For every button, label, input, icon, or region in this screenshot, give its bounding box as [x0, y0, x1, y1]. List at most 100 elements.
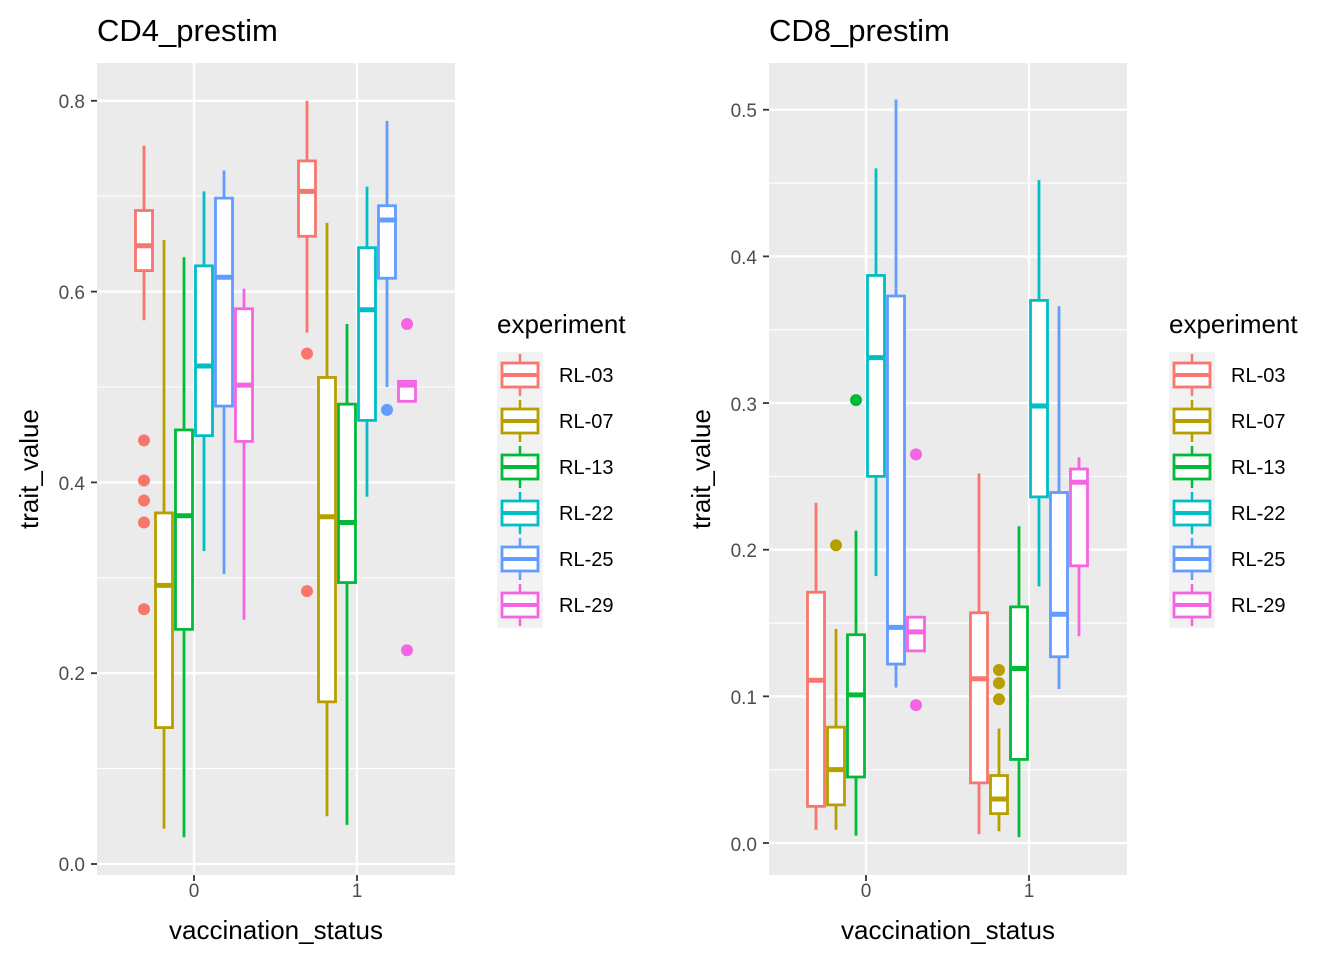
outlier-point [138, 603, 150, 616]
box-body [134, 209, 154, 273]
legend-key-rl-25: RL-25 [1169, 536, 1285, 582]
box-body [989, 774, 1009, 816]
legend-key-rl-25: RL-25 [497, 536, 613, 582]
box-rl-25 [1049, 306, 1069, 690]
box-rl-13 [1009, 526, 1029, 838]
y-tick-label: 0.1 [731, 688, 757, 709]
box-body [1009, 605, 1029, 761]
legend-label: RL-03 [559, 365, 613, 387]
legend-label: RL-25 [559, 549, 613, 571]
legend-label: RL-13 [559, 457, 613, 479]
legend-label: RL-29 [1231, 595, 1285, 617]
legend-key-rl-07: RL-07 [497, 398, 613, 444]
box-rl-03 [134, 145, 154, 616]
y-axis-title: trait_value [14, 409, 44, 529]
y-tick-label: 0.4 [59, 474, 86, 495]
panel-cd8: CD8_prestim 0.0 0.1 0.2 0.3 0.4 0.5 0 1 … [686, 13, 1298, 945]
x-axis-title: vaccination_status [841, 915, 1055, 945]
outlier-point [301, 347, 313, 360]
y-tick-label: 0.2 [731, 541, 757, 562]
box-rl-07 [826, 539, 846, 830]
box-rl-22 [194, 191, 214, 552]
plot-background [97, 63, 455, 875]
box-body [337, 402, 357, 584]
legend-label: RL-07 [559, 411, 613, 433]
outlier-point [138, 434, 150, 447]
box-body [214, 196, 234, 408]
legend-key-rl-13: RL-13 [497, 444, 613, 490]
y-tick-label: 0.6 [59, 283, 85, 304]
panel-title: CD4_prestim [97, 13, 278, 48]
box-rl-29 [1069, 457, 1089, 637]
box-body [866, 274, 886, 478]
outlier-point [993, 663, 1005, 676]
outlier-point [401, 318, 413, 331]
box-rl-29 [906, 448, 926, 712]
legend-title: experiment [1169, 309, 1298, 339]
box-rl-29 [234, 288, 254, 620]
box-rl-25 [886, 99, 906, 688]
box-body [826, 725, 846, 807]
box-rl-25 [377, 120, 397, 416]
legend-key-rl-13: RL-13 [1169, 444, 1285, 490]
legend-title: experiment [497, 309, 626, 339]
box-body [1029, 298, 1049, 499]
x-tick-label: 1 [352, 881, 363, 902]
box-rl-13 [846, 394, 866, 836]
box-rl-07 [317, 222, 337, 817]
y-axis: 0.0 0.1 0.2 0.3 0.4 0.5 [731, 101, 769, 856]
box-body [1049, 491, 1069, 659]
gridlines [769, 63, 1127, 875]
box-rl-22 [357, 186, 377, 497]
legend-label: RL-13 [1231, 457, 1285, 479]
y-tick-label: 0.4 [731, 248, 758, 269]
box-rl-03 [297, 100, 317, 598]
outlier-point [138, 516, 150, 529]
legend-label: RL-29 [559, 595, 613, 617]
outlier-point [993, 693, 1005, 706]
box-body [846, 633, 866, 779]
box-body [174, 428, 194, 631]
legend-label: RL-22 [1231, 503, 1285, 525]
legend-key-rl-07: RL-07 [1169, 398, 1285, 444]
box-rl-29 [397, 318, 417, 657]
legend-key-rl-22: RL-22 [1169, 490, 1285, 536]
outlier-point [138, 474, 150, 487]
x-axis: 0 1 [189, 875, 363, 902]
box-body [297, 159, 317, 238]
outlier-point [910, 699, 922, 712]
box-body [154, 511, 174, 729]
box-rl-22 [866, 168, 886, 577]
box-body [317, 376, 337, 704]
box-body [194, 264, 214, 438]
box-rl-07 [989, 663, 1009, 832]
legend-label: RL-25 [1231, 549, 1285, 571]
box-rl-22 [1029, 180, 1049, 587]
y-tick-label: 0.0 [731, 835, 757, 856]
legend-key-rl-22: RL-22 [497, 490, 613, 536]
x-axis-title: vaccination_status [169, 915, 383, 945]
outlier-point [993, 677, 1005, 690]
y-axis: 0.0 0.2 0.4 0.6 0.8 [59, 92, 97, 876]
y-tick-label: 0.8 [59, 92, 85, 113]
box-body [969, 611, 989, 785]
box-body [377, 204, 397, 280]
x-tick-label: 0 [861, 881, 872, 902]
box-rl-25 [214, 170, 234, 574]
box-marks [806, 99, 1089, 838]
box-rl-03 [969, 473, 989, 835]
y-tick-label: 0.2 [59, 664, 85, 685]
y-axis-title: trait_value [686, 409, 716, 529]
panel-title: CD8_prestim [769, 13, 950, 48]
legend-key-rl-29: RL-29 [497, 582, 613, 628]
box-body [1069, 467, 1089, 568]
outlier-point [301, 585, 313, 598]
outlier-point [381, 403, 393, 416]
box-marks [134, 100, 417, 838]
outlier-point [850, 394, 862, 407]
panel-cd4: CD4_prestim 0.0 0.2 0.4 0.6 0.8 0 1 vacc… [14, 13, 626, 945]
legend: experiment RL-03 RL-07 RL-13 RL-22 RL-25 RL-2… [1169, 309, 1298, 628]
outlier-point [910, 448, 922, 461]
y-tick-label: 0.3 [731, 395, 757, 416]
y-tick-label: 0.5 [731, 101, 757, 122]
